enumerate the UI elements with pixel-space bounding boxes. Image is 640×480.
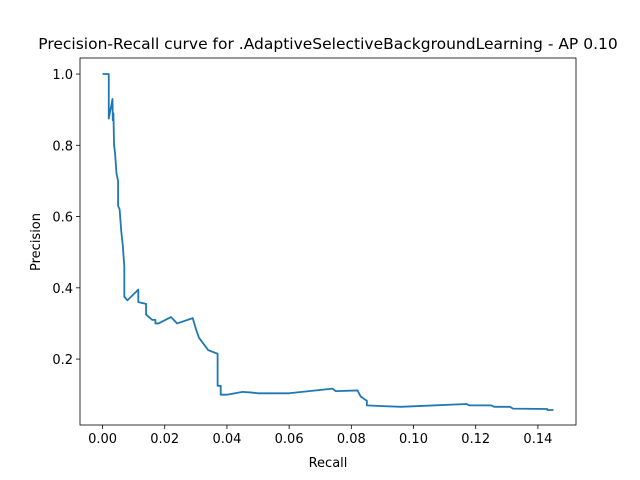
y-tick-label: 1.0: [52, 68, 73, 83]
y-tick-label: 0.8: [52, 139, 73, 154]
data-line: [102, 73, 554, 411]
y-tick-label: 0.6: [52, 211, 73, 226]
x-tick-label: 0.12: [461, 432, 490, 447]
x-tick-label: 0.02: [150, 432, 179, 447]
x-tick-label: 0.08: [337, 432, 366, 447]
plot-frame: [79, 57, 577, 426]
x-tick-label: 0.06: [275, 432, 304, 447]
y-tick-label: 0.4: [52, 282, 73, 297]
x-tick-label: 0.10: [399, 432, 428, 447]
x-tick-label: 0.14: [523, 432, 552, 447]
x-axis-label: Recall: [309, 456, 348, 471]
chart-title: Precision-Recall curve for .AdaptiveSele…: [38, 35, 617, 53]
x-tick-label: 0.04: [212, 432, 241, 447]
y-axis-label: Precision: [29, 213, 44, 271]
y-tick-label: 0.2: [52, 353, 73, 368]
x-tick-label: 0.00: [88, 432, 117, 447]
